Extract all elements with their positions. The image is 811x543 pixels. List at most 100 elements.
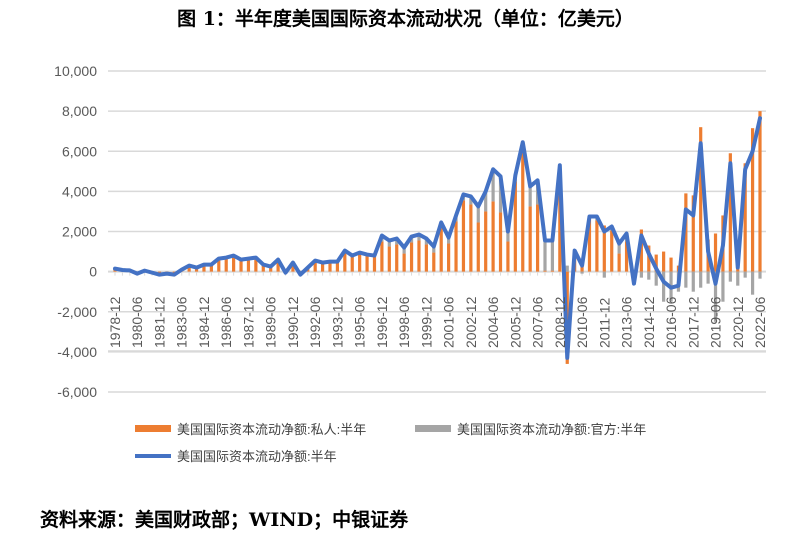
private-bar xyxy=(558,195,562,272)
official-bar xyxy=(743,271,747,278)
x-tick-label: 2004-06 xyxy=(485,296,501,348)
y-tick-label: 2,000 xyxy=(62,224,97,240)
x-tick-label: 2008-12 xyxy=(552,296,568,348)
private-bar xyxy=(335,262,340,272)
official-bar xyxy=(602,271,606,278)
private-bar xyxy=(269,267,273,272)
private-bar xyxy=(535,204,540,272)
official-bar xyxy=(528,186,532,207)
x-tick-label: 1986-06 xyxy=(218,296,234,348)
x-tick-label: 1990-12 xyxy=(285,296,301,348)
x-tick-label: 1996-12 xyxy=(374,296,390,348)
private-bar xyxy=(187,265,191,272)
x-tick-label: 1987-12 xyxy=(240,296,256,348)
private-bar xyxy=(358,253,362,272)
private-bar xyxy=(699,127,703,272)
private-bar xyxy=(684,193,688,272)
official-bar xyxy=(699,271,703,288)
private-bar xyxy=(639,229,643,272)
private-bar xyxy=(313,261,317,272)
legend-label: 美国国际资本流动净额:私人:半年 xyxy=(177,422,366,437)
legend-swatch xyxy=(415,425,451,432)
x-tick-label: 1978-12 xyxy=(107,296,123,348)
private-bar xyxy=(217,259,221,272)
private-bar xyxy=(669,257,673,272)
official-bar xyxy=(432,246,436,253)
private-bar xyxy=(209,265,213,272)
official-bar xyxy=(424,238,428,245)
private-bar xyxy=(432,252,436,272)
x-tick-label: 2011-12 xyxy=(596,297,612,348)
private-bar xyxy=(758,111,762,272)
private-bar xyxy=(328,262,332,272)
official-bar xyxy=(639,271,643,278)
official-bar xyxy=(402,247,406,254)
x-tick-label: 2020-12 xyxy=(730,296,746,348)
private-bar xyxy=(343,251,347,272)
official-bar xyxy=(417,234,421,241)
x-tick-label: 1984-12 xyxy=(196,296,212,348)
private-bar xyxy=(580,263,584,272)
x-tick-label: 1980-06 xyxy=(129,296,145,348)
x-tick-label: 2002-12 xyxy=(463,296,479,348)
source-note: 资料来源：美国财政部；WIND；中银证券 xyxy=(40,509,409,531)
official-bar xyxy=(647,271,651,280)
official-bar xyxy=(758,271,762,279)
official-bar xyxy=(387,240,391,247)
private-bar xyxy=(662,251,666,272)
x-tick-label: 2013-06 xyxy=(619,296,635,348)
private-bar xyxy=(454,221,458,272)
private-bar xyxy=(610,230,614,272)
x-tick-label: 1992-06 xyxy=(307,296,323,348)
x-tick-label: 1995-06 xyxy=(352,296,368,348)
private-bar xyxy=(528,206,532,272)
private-bar xyxy=(387,246,391,272)
private-bar xyxy=(224,258,228,272)
official-bar xyxy=(476,206,480,223)
official-bar xyxy=(565,265,569,272)
private-bar xyxy=(239,260,243,272)
chart-title: 图 1：半年度美国国际资本流动状况（单位：亿美元） xyxy=(177,8,634,30)
private-bar xyxy=(587,216,592,272)
x-tick-label: 2001-06 xyxy=(441,296,457,348)
x-tick-label: 2007-06 xyxy=(530,296,546,348)
private-bar xyxy=(447,243,451,272)
private-bar xyxy=(654,254,658,272)
x-tick-label: 2014-12 xyxy=(641,296,657,348)
official-bar xyxy=(506,231,510,242)
legend-label: 美国国际资本流动净额:官方:半年 xyxy=(457,422,646,437)
x-tick-label: 2017-12 xyxy=(685,296,701,348)
x-tick-label: 2005-12 xyxy=(507,296,523,348)
private-bar xyxy=(624,241,629,272)
x-tick-label: 1983-06 xyxy=(174,296,190,348)
legend-label: 美国国际资本流动净额:半年 xyxy=(177,449,337,464)
private-bar xyxy=(602,225,606,272)
private-bar xyxy=(550,270,555,272)
x-tick-label: 1998-06 xyxy=(396,296,412,348)
private-bar xyxy=(320,263,325,272)
private-bar xyxy=(491,201,495,272)
private-bar xyxy=(402,253,406,272)
private-bar xyxy=(617,253,621,272)
private-bar xyxy=(350,256,354,272)
official-bar xyxy=(447,237,451,244)
x-tick-label: 2022-06 xyxy=(752,296,768,348)
legend-swatch xyxy=(135,425,171,432)
x-tick-label: 1981-12 xyxy=(151,296,167,348)
official-bar xyxy=(550,240,555,271)
private-bar xyxy=(691,195,695,272)
official-bar xyxy=(684,271,688,288)
official-bar xyxy=(750,271,755,295)
official-bar xyxy=(721,271,725,302)
private-bar xyxy=(194,267,199,272)
official-bar xyxy=(617,243,621,254)
official-bar xyxy=(580,271,584,274)
y-tick-label: 8,000 xyxy=(62,103,97,119)
private-bar xyxy=(484,211,488,272)
official-bar xyxy=(543,240,547,271)
private-bar xyxy=(246,259,251,272)
private-bar xyxy=(543,270,547,272)
official-bar xyxy=(662,271,666,302)
official-bar xyxy=(484,191,488,212)
private-bar xyxy=(476,222,480,272)
